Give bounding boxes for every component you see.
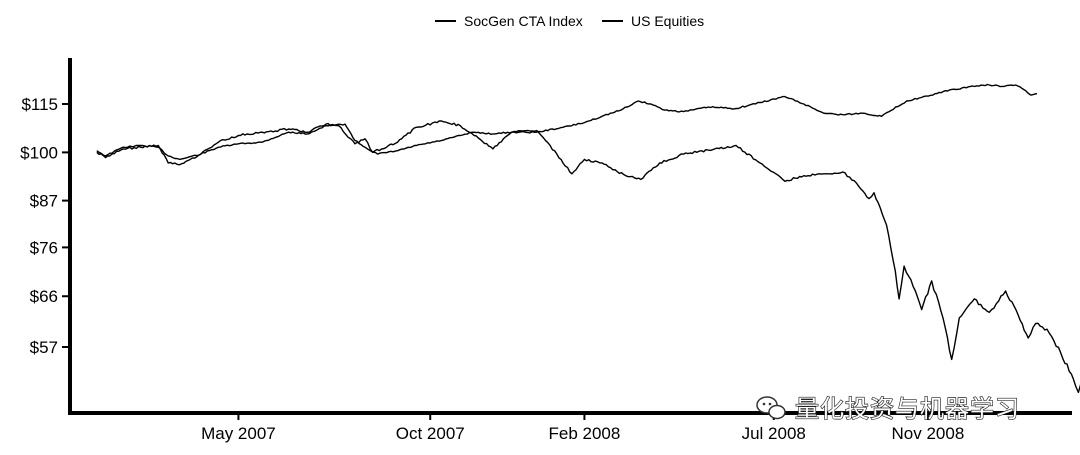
y-axis-ticks: $115 $100 $87 $76 $66 $57 [20, 95, 70, 357]
x-axis-ticks: May 2007 Oct 2007 Feb 2008 Jul 2008 Nov 2008 [201, 413, 964, 443]
series-line-socgen-cta-index [96, 83, 1038, 161]
y-tick-label: $115 [21, 95, 58, 114]
x-tick-label: May 2007 [201, 424, 276, 443]
plot-lines [96, 83, 1080, 394]
watermark: 量化投资与机器学习 [756, 394, 1020, 424]
watermark-text: 量化投资与机器学习 [795, 395, 1020, 423]
y-tick-label: $87 [30, 192, 58, 211]
y-tick-label: $57 [30, 338, 58, 357]
legend-label: US Equities [631, 13, 704, 29]
series-line-us-equities [96, 120, 1080, 394]
x-tick-label: Nov 2008 [892, 424, 965, 443]
y-tick-label: $76 [30, 238, 58, 257]
legend-label: SocGen CTA Index [464, 13, 583, 29]
y-tick-label: $66 [30, 287, 58, 306]
wechat-icon [756, 396, 786, 420]
x-tick-label: Feb 2008 [549, 424, 621, 443]
x-tick-label: Jul 2008 [742, 424, 806, 443]
x-tick-label: Oct 2007 [396, 424, 465, 443]
legend: SocGen CTA Index US Equities [435, 13, 704, 29]
y-tick-label: $100 [20, 143, 58, 162]
